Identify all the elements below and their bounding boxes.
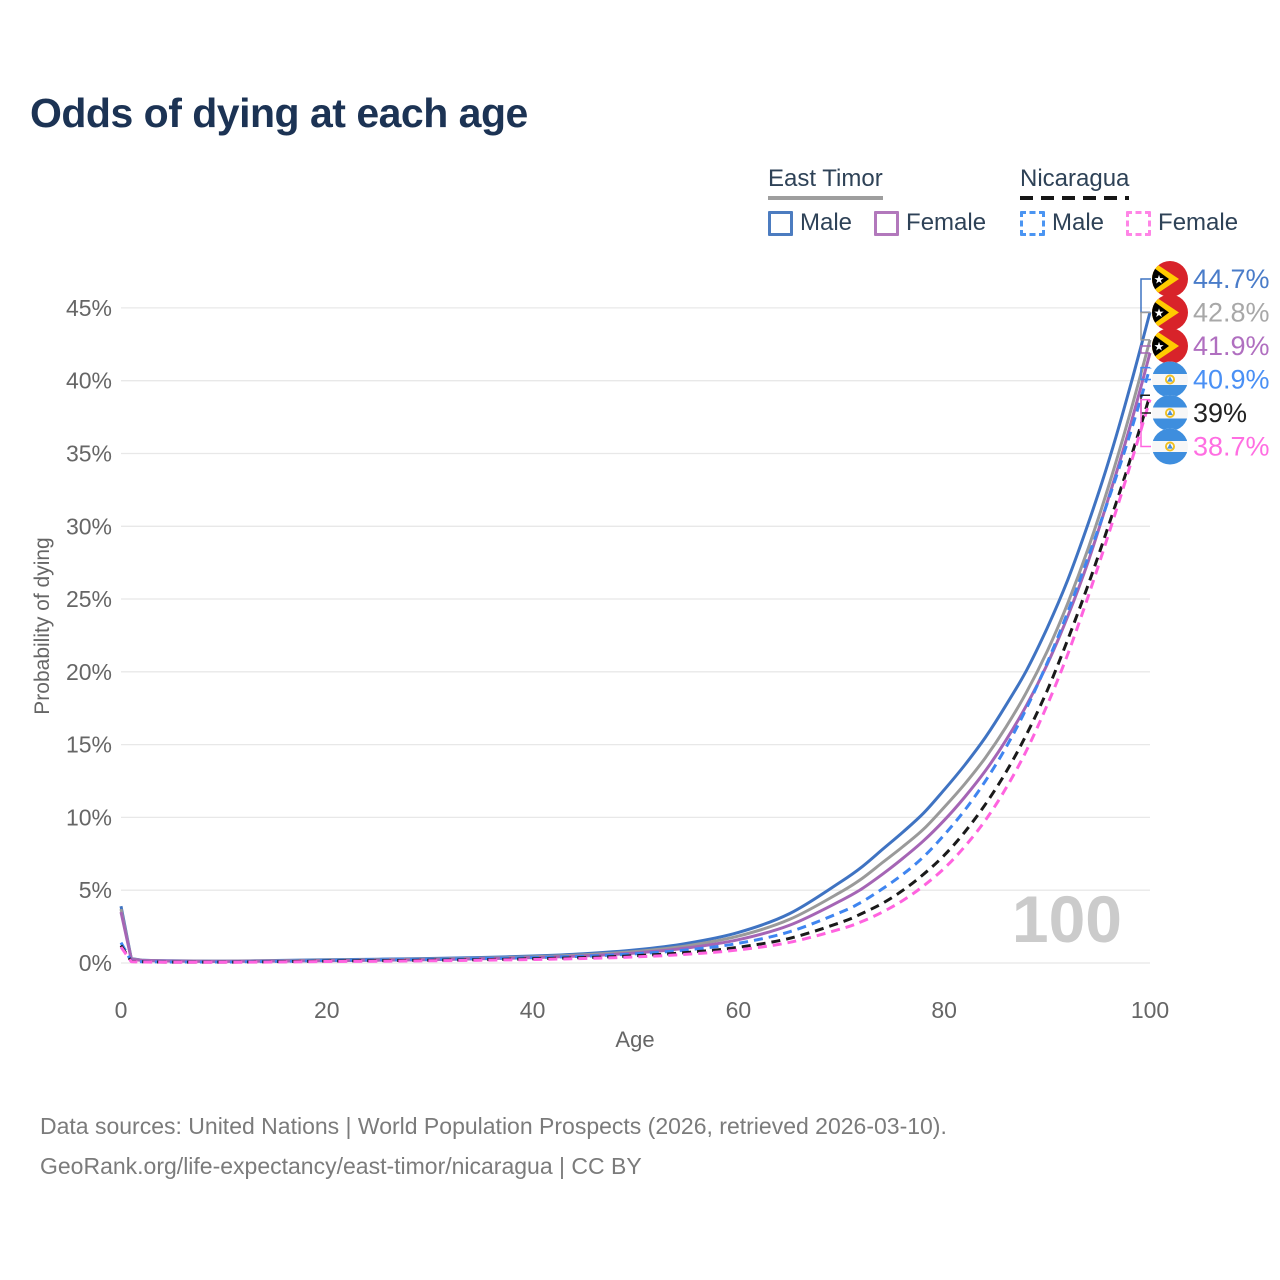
y-tick-label: 10% — [66, 804, 112, 830]
legend-underline-dashed — [1020, 196, 1130, 200]
end-value-label: 41.9% — [1193, 331, 1270, 361]
y-tick-label: 45% — [66, 295, 112, 321]
legend-item-nicaragua-female[interactable]: Female — [1126, 209, 1238, 237]
data-sources-line: Data sources: United Nations | World Pop… — [40, 1113, 947, 1139]
legend-item-east-timor-male[interactable]: Male — [768, 209, 852, 237]
legend-group-title: Nicaragua — [1020, 165, 1130, 192]
label-leader-line — [1140, 366, 1151, 381]
legend-item-label: Female — [1158, 209, 1239, 236]
attribution-line: GeoRank.org/life-expectancy/east-timor/n… — [40, 1153, 642, 1179]
legend-checkbox-nicaragua-female[interactable] — [1126, 210, 1152, 236]
x-tick-label: 80 — [931, 997, 957, 1023]
series-line-nicaragua-female — [119, 399, 1152, 964]
legend-group-east-timor: East Timor Male Female — [768, 165, 986, 237]
x-tick-label: 20 — [314, 997, 340, 1023]
star-glyph: ★ — [1154, 340, 1165, 354]
x-tick-label: 40 — [520, 997, 546, 1023]
flag-icon-nicaragua — [1152, 395, 1188, 431]
x-tick-label: 60 — [726, 997, 752, 1023]
y-tick-label: 40% — [66, 368, 112, 394]
y-axis-title: Probability of dying — [31, 537, 54, 715]
end-value-label: 42.8% — [1193, 298, 1270, 328]
legend-group-nicaragua: Nicaragua Male Female — [1020, 165, 1238, 237]
label-leader-line — [1140, 345, 1151, 354]
flag-icon-east-timor: ★ — [1152, 261, 1188, 297]
star-glyph: ★ — [1154, 273, 1165, 287]
series-line-east-timor-all — [119, 339, 1152, 963]
legend-checkbox-east-timor-male[interactable] — [768, 210, 793, 236]
legend-items-east-timor: Male Female — [768, 209, 986, 237]
legend-item-label: Male — [800, 209, 853, 236]
flag-icon-nicaragua — [1152, 361, 1188, 398]
series-line-east-timor-male — [119, 311, 1152, 963]
star-glyph: ★ — [1154, 306, 1165, 320]
page-title: Odds of dying at each age — [30, 90, 528, 136]
end-value-label: 39% — [1193, 398, 1247, 428]
legend-checkbox-nicaragua-male[interactable] — [1020, 210, 1045, 236]
flag-icon-east-timor: ★ — [1152, 328, 1188, 364]
label-leader-line — [1140, 398, 1151, 448]
x-tick-label: 100 — [1131, 997, 1169, 1023]
x-tick-label: 0 — [115, 997, 128, 1023]
y-tick-label: 0% — [79, 950, 112, 976]
end-value-label: 44.7% — [1193, 264, 1270, 294]
x-axis-title: Age — [615, 1027, 655, 1052]
y-tick-label: 15% — [66, 732, 112, 758]
legend-item-label: Female — [906, 209, 987, 236]
y-tick-label: 25% — [66, 586, 112, 612]
end-value-label: 40.9% — [1193, 365, 1270, 395]
y-tick-label: 30% — [66, 513, 112, 539]
legend-checkbox-east-timor-female[interactable] — [874, 210, 900, 236]
legend-item-east-timor-female[interactable]: Female — [874, 209, 986, 237]
legend-group-title: East Timor — [768, 165, 883, 192]
legend-group-header-nicaragua[interactable]: Nicaragua — [1020, 165, 1130, 200]
legend-group-header-east-timor[interactable]: East Timor — [768, 165, 883, 200]
y-tick-label: 35% — [66, 441, 112, 467]
legend-items-nicaragua: Male Female — [1020, 209, 1238, 237]
legend-item-label: Male — [1052, 209, 1105, 236]
series-line-nicaragua-all — [119, 394, 1152, 964]
legend-item-nicaragua-male[interactable]: Male — [1020, 209, 1104, 237]
series-line-nicaragua-male — [119, 367, 1152, 964]
series-line-east-timor-female — [119, 352, 1152, 963]
end-value-label: 38.7% — [1193, 432, 1270, 462]
label-leader-line — [1140, 311, 1151, 341]
footer: Data sources: United Nations | World Pop… — [40, 1106, 947, 1186]
flag-icon-east-timor: ★ — [1152, 294, 1188, 331]
flag-icon-nicaragua — [1152, 428, 1188, 465]
age-watermark: 100 — [1012, 882, 1122, 956]
y-tick-label: 5% — [79, 877, 112, 903]
y-tick-label: 20% — [66, 659, 112, 685]
legend-underline-solid — [768, 196, 883, 200]
